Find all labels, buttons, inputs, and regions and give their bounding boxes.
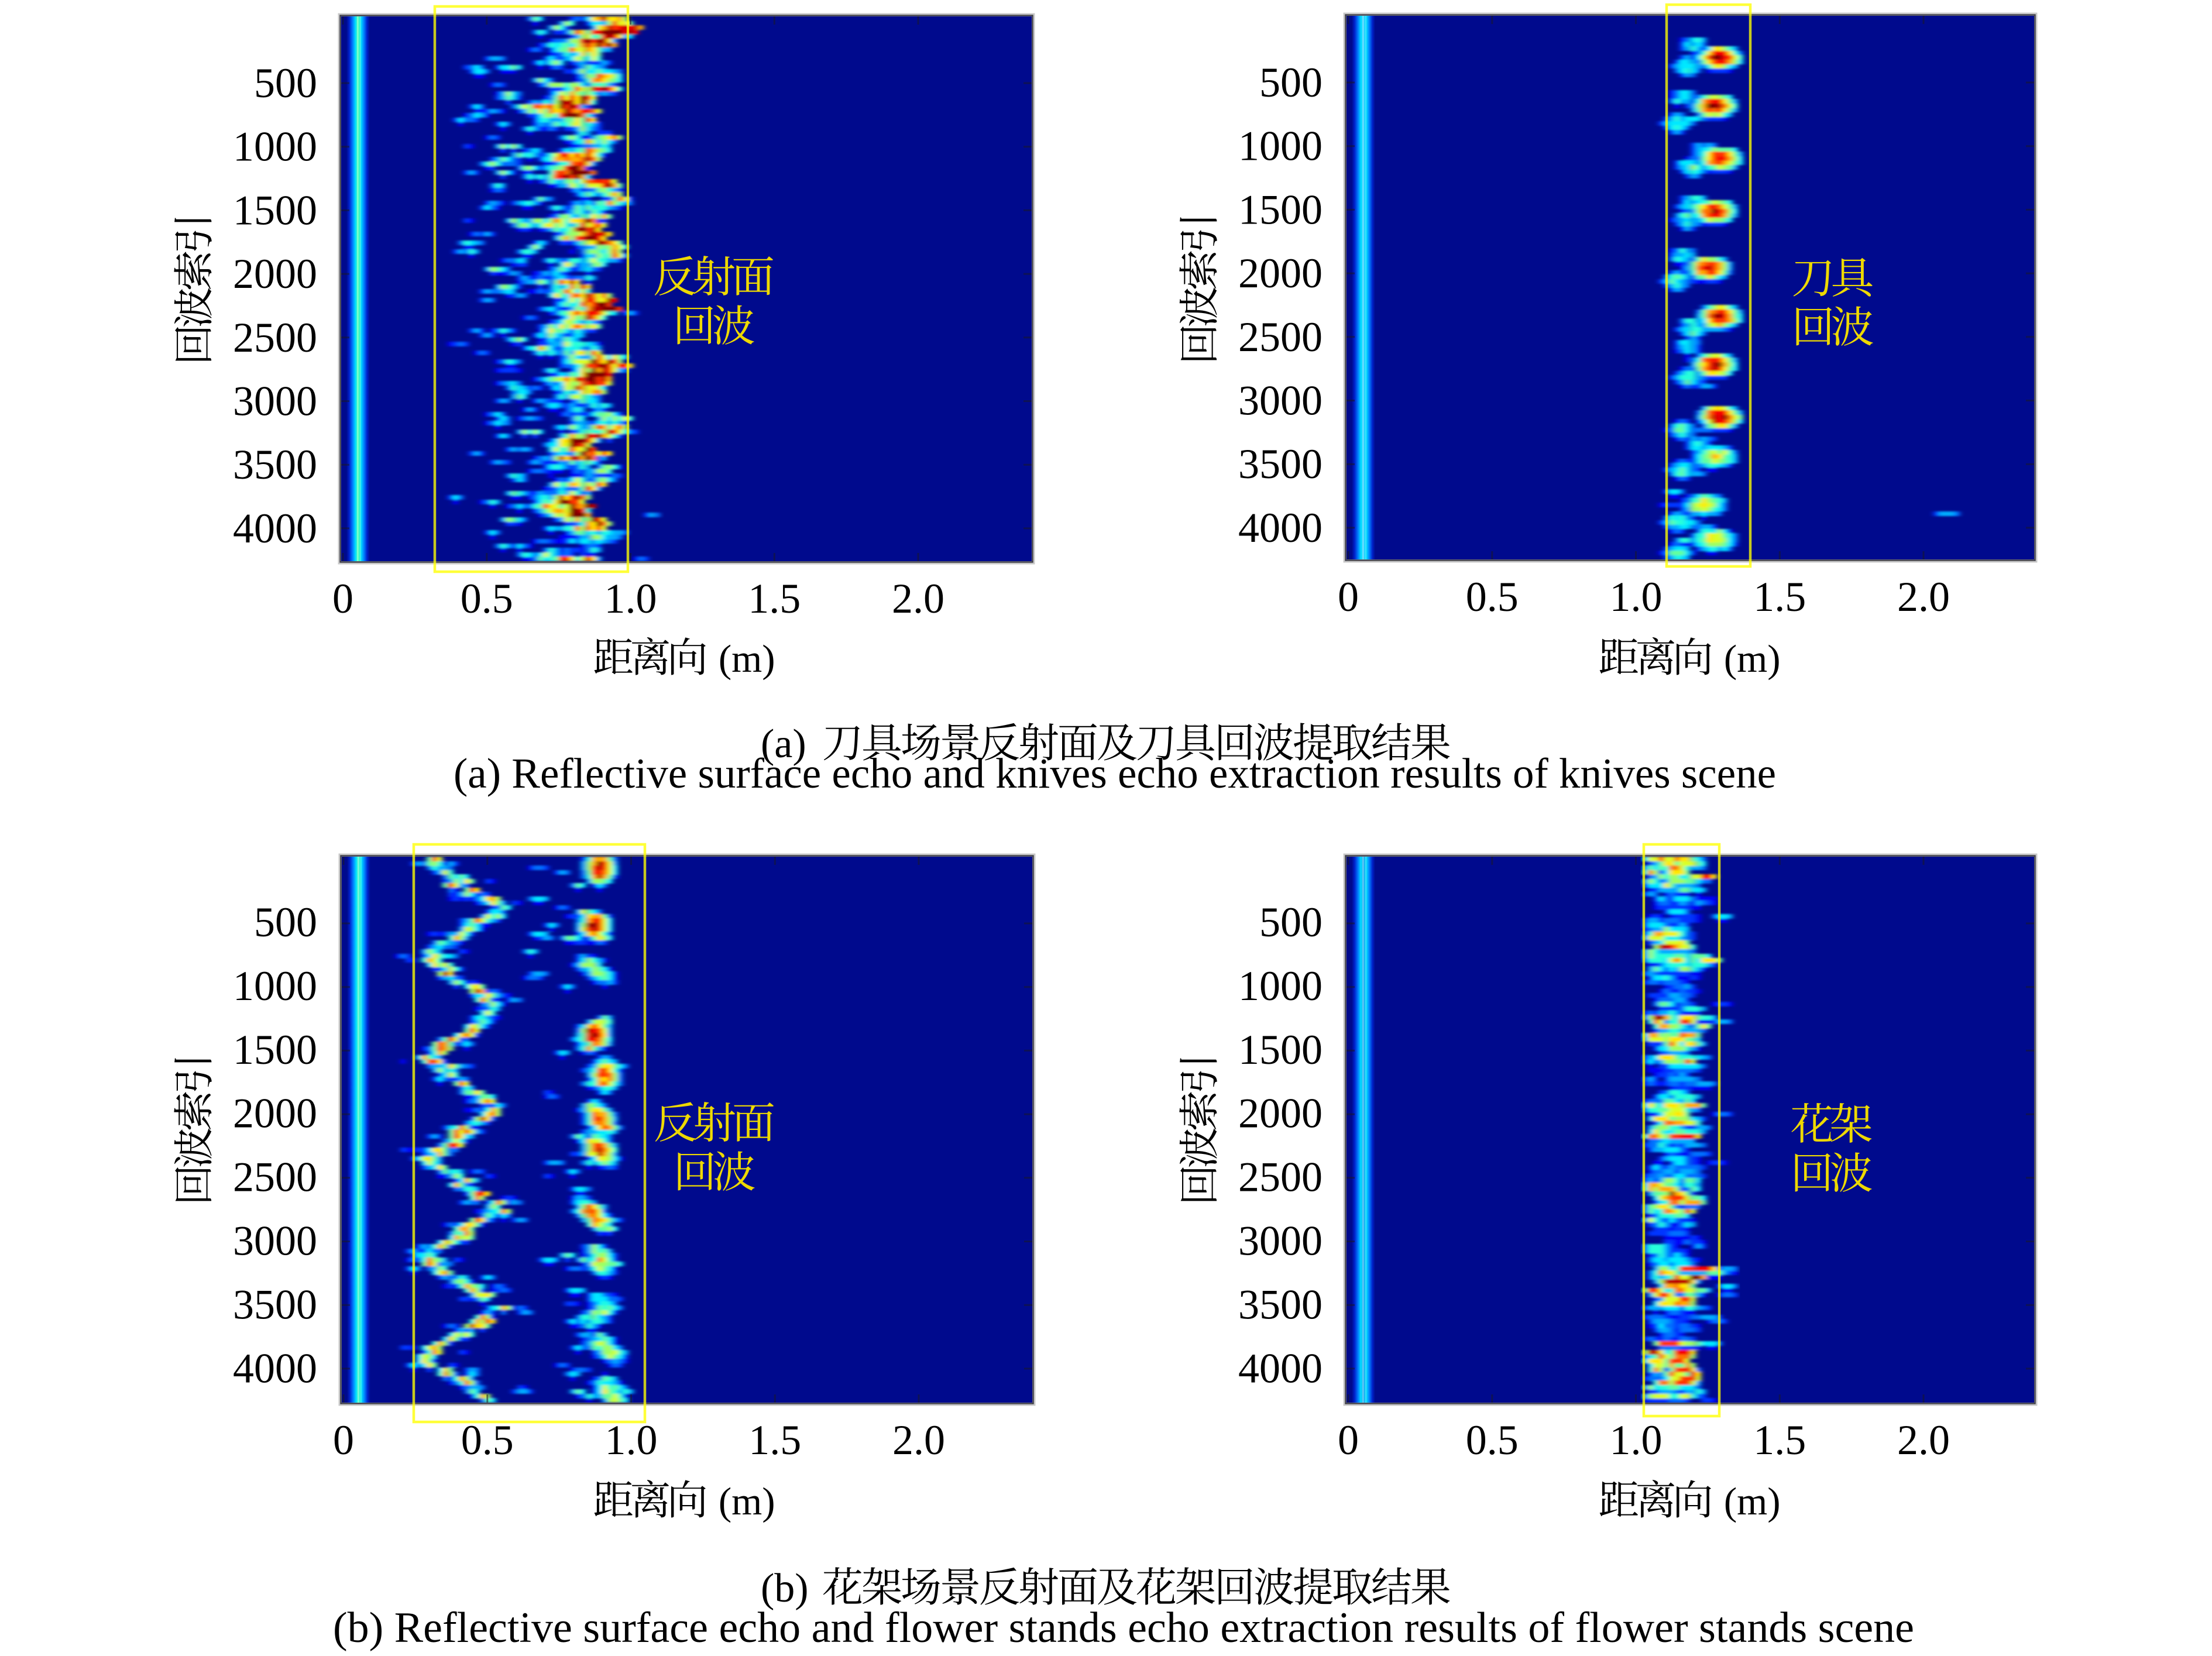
svg-text:2500: 2500 <box>1238 1154 1323 1201</box>
svg-text:1500: 1500 <box>1238 186 1323 233</box>
svg-text:500: 500 <box>254 60 317 106</box>
svg-text:1000: 1000 <box>1238 123 1323 170</box>
svg-text:1.5: 1.5 <box>748 1417 801 1463</box>
svg-text:4000: 4000 <box>233 1345 317 1392</box>
svg-text:1.0: 1.0 <box>1610 1417 1663 1463</box>
svg-text:500: 500 <box>1259 59 1323 106</box>
svg-text:3000: 3000 <box>1238 1218 1323 1265</box>
svg-text:2.0: 2.0 <box>892 1417 945 1463</box>
svg-text:2.0: 2.0 <box>1897 1417 1950 1463</box>
svg-text:0.5: 0.5 <box>461 1417 514 1463</box>
svg-text:4000: 4000 <box>233 505 317 552</box>
svg-text:1500: 1500 <box>233 1026 317 1073</box>
svg-text:500: 500 <box>254 899 317 946</box>
svg-text:0: 0 <box>333 1417 354 1463</box>
svg-text:1000: 1000 <box>233 123 317 170</box>
svg-text:1500: 1500 <box>1238 1026 1323 1073</box>
svg-text:(m): (m) <box>1724 637 1781 681</box>
svg-text:(b): (b) <box>761 1566 809 1611</box>
svg-text:1.0: 1.0 <box>604 575 657 622</box>
svg-text:1.0: 1.0 <box>605 1417 658 1463</box>
svg-text:1.5: 1.5 <box>748 575 801 622</box>
svg-text:3500: 3500 <box>233 441 317 488</box>
svg-text:0: 0 <box>1338 573 1359 620</box>
svg-text:1.5: 1.5 <box>1753 573 1806 620</box>
svg-text:2500: 2500 <box>1238 314 1323 360</box>
svg-text:(b) Reflective surface echo an: (b) Reflective surface echo and flower s… <box>333 1604 1914 1652</box>
svg-text:1.0: 1.0 <box>1610 573 1663 620</box>
svg-text:(m): (m) <box>719 637 775 681</box>
svg-text:3500: 3500 <box>233 1281 317 1328</box>
svg-text:(m): (m) <box>719 1480 775 1523</box>
svg-text:2000: 2000 <box>233 1090 317 1137</box>
svg-text:1000: 1000 <box>233 963 317 1009</box>
svg-text:1.5: 1.5 <box>1753 1417 1806 1463</box>
svg-text:0.5: 0.5 <box>1466 1417 1519 1463</box>
svg-text:(a) Reflective surface echo an: (a) Reflective surface echo and knives e… <box>454 750 1776 797</box>
svg-text:(m): (m) <box>1724 1480 1781 1523</box>
svg-text:1500: 1500 <box>233 187 317 233</box>
svg-text:0: 0 <box>1338 1417 1359 1463</box>
svg-text:500: 500 <box>1259 899 1323 946</box>
svg-text:3000: 3000 <box>233 378 317 425</box>
svg-text:(a): (a) <box>761 722 806 767</box>
svg-text:4000: 4000 <box>1238 1345 1323 1392</box>
svg-text:2000: 2000 <box>1238 250 1323 297</box>
svg-text:3500: 3500 <box>1238 441 1323 487</box>
svg-text:2500: 2500 <box>233 1154 317 1201</box>
svg-text:2000: 2000 <box>233 250 317 297</box>
svg-text:0.5: 0.5 <box>1466 573 1519 620</box>
svg-text:2500: 2500 <box>233 314 317 361</box>
svg-text:0: 0 <box>332 575 353 622</box>
svg-text:2.0: 2.0 <box>892 575 944 622</box>
svg-text:4000: 4000 <box>1238 504 1323 551</box>
svg-text:1000: 1000 <box>1238 963 1323 1009</box>
svg-text:3000: 3000 <box>233 1218 317 1265</box>
svg-text:3500: 3500 <box>1238 1281 1323 1328</box>
svg-text:0.5: 0.5 <box>461 575 513 622</box>
svg-text:2.0: 2.0 <box>1897 573 1950 620</box>
svg-text:3000: 3000 <box>1238 377 1323 424</box>
svg-text:2000: 2000 <box>1238 1090 1323 1137</box>
